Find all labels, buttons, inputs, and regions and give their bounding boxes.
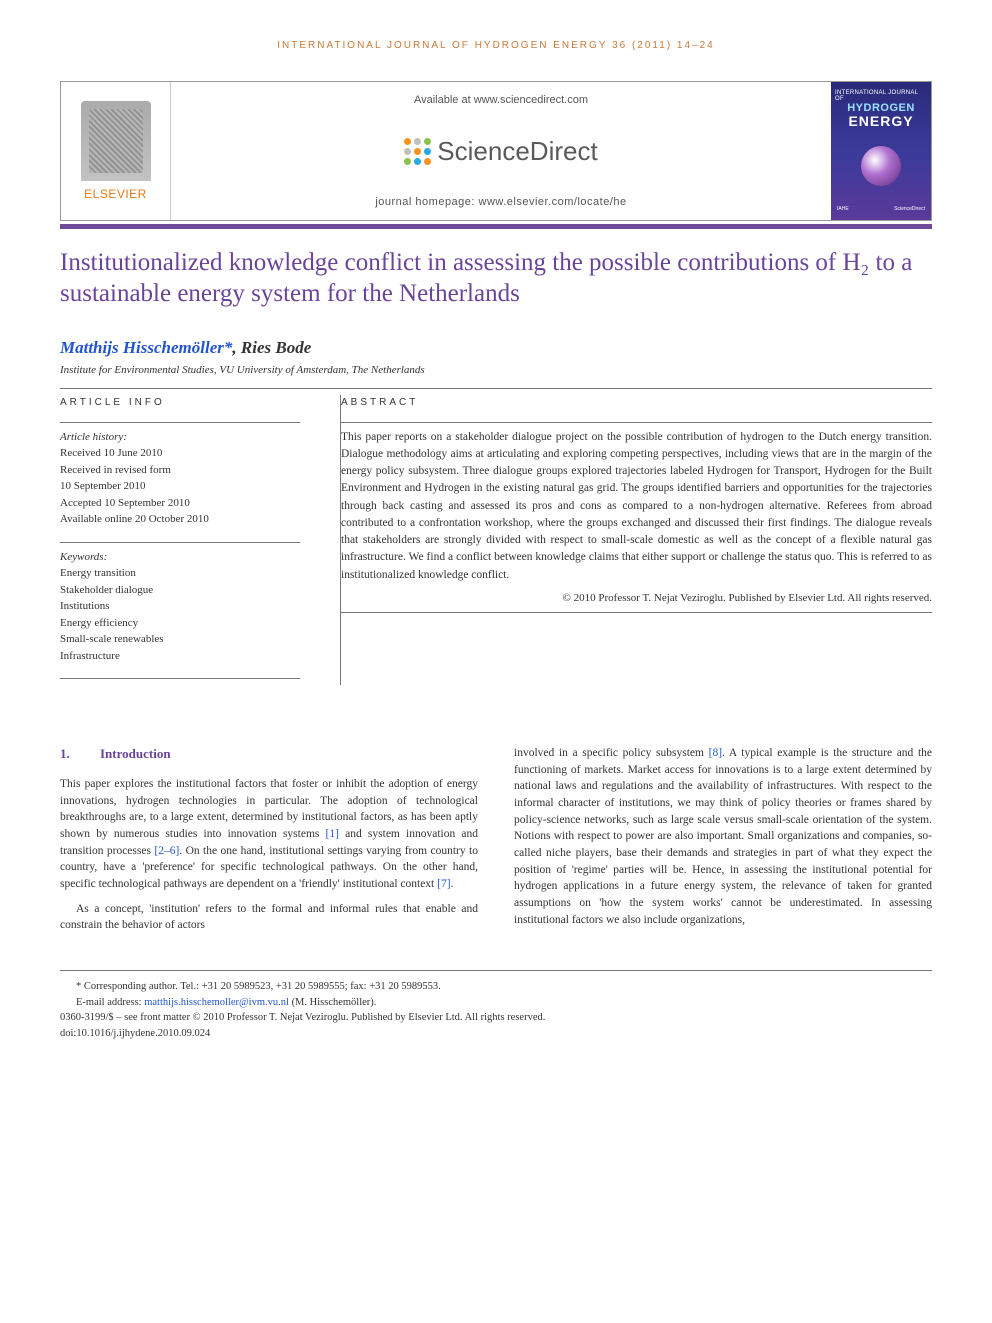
journal-cover-thumbnail[interactable]: INTERNATIONAL JOURNAL OF HYDROGEN ENERGY… xyxy=(831,82,931,220)
cover-line1: INTERNATIONAL JOURNAL OF xyxy=(835,90,927,102)
section-heading: 1.Introduction xyxy=(60,745,478,764)
email-link[interactable]: matthijs.hisschemoller@ivm.vu.nl xyxy=(144,997,289,1008)
divider xyxy=(341,612,932,613)
corresponding-author-detail: Tel.: +31 20 5989523, +31 20 5989555; fa… xyxy=(178,981,441,992)
sciencedirect-dots-icon xyxy=(404,138,431,165)
keyword: Institutions xyxy=(60,598,300,615)
history-line: Received 10 June 2010 xyxy=(60,445,300,462)
article-info-heading: ARTICLE INFO xyxy=(60,395,300,410)
keyword: Energy efficiency xyxy=(60,615,300,632)
keywords-block: Keywords: Energy transition Stakeholder … xyxy=(60,549,300,665)
keywords-label: Keywords: xyxy=(60,549,300,566)
author-2: Ries Bode xyxy=(241,338,311,357)
article-footer: * Corresponding author. Tel.: +31 20 598… xyxy=(60,970,932,1042)
body-columns: 1.Introduction This paper explores the i… xyxy=(60,745,932,942)
divider xyxy=(60,542,300,543)
ref-link[interactable]: [2–6] xyxy=(154,845,179,857)
color-bar xyxy=(60,224,932,229)
body-paragraph: As a concept, 'institution' refers to th… xyxy=(60,901,478,934)
body-paragraph: This paper explores the institutional fa… xyxy=(60,776,478,893)
journal-homepage-text: journal homepage: www.elsevier.com/locat… xyxy=(375,196,626,208)
cover-line3: ENERGY xyxy=(848,114,913,128)
divider xyxy=(60,388,932,389)
email-label: E-mail address: xyxy=(76,997,144,1008)
body-column-left: 1.Introduction This paper explores the i… xyxy=(60,745,478,942)
article-title: Institutionalized knowledge conflict in … xyxy=(60,247,932,310)
affiliation: Institute for Environmental Studies, VU … xyxy=(60,364,932,376)
authors-line: Matthijs Hisschemöller*, Ries Bode xyxy=(60,338,932,358)
email-paren: (M. Hisschemöller). xyxy=(289,997,376,1008)
section-number: 1. xyxy=(60,745,100,764)
ref-link[interactable]: [8] xyxy=(709,747,722,759)
article-history: Article history: Received 10 June 2010 R… xyxy=(60,429,300,528)
elsevier-label: ELSEVIER xyxy=(84,187,147,201)
sciencedirect-text: ScienceDirect xyxy=(437,136,597,167)
history-line: 10 September 2010 xyxy=(60,478,300,495)
history-label: Article history: xyxy=(60,429,300,446)
header-center: Available at www.sciencedirect.com Scien… xyxy=(171,82,831,220)
divider xyxy=(60,678,300,679)
abstract-copyright: © 2010 Professor T. Nejat Veziroglu. Pub… xyxy=(341,590,932,607)
running-header: INTERNATIONAL JOURNAL OF HYDROGEN ENERGY… xyxy=(60,40,932,51)
keyword: Stakeholder dialogue xyxy=(60,582,300,599)
corresponding-author-label: * Corresponding author. xyxy=(76,981,178,992)
body-paragraph: involved in a specific policy subsystem … xyxy=(514,745,932,928)
history-line: Received in revised form xyxy=(60,462,300,479)
elsevier-tree-icon xyxy=(81,101,151,181)
journal-header-box: ELSEVIER Available at www.sciencedirect.… xyxy=(60,81,932,221)
cover-orb-icon xyxy=(861,146,901,186)
divider xyxy=(341,422,932,423)
cover-footer: IAHE ScienceDirect xyxy=(835,206,927,212)
available-at-text: Available at www.sciencedirect.com xyxy=(414,94,588,106)
keyword: Energy transition xyxy=(60,565,300,582)
section-title: Introduction xyxy=(100,746,171,761)
author-1-link[interactable]: Matthijs Hisschemöller xyxy=(60,338,224,357)
divider xyxy=(60,422,300,423)
ref-link[interactable]: [7] xyxy=(437,878,450,890)
keyword: Infrastructure xyxy=(60,648,300,665)
elsevier-logo[interactable]: ELSEVIER xyxy=(61,82,171,220)
history-line: Accepted 10 September 2010 xyxy=(60,495,300,512)
abstract-heading: ABSTRACT xyxy=(341,395,932,410)
sciencedirect-logo[interactable]: ScienceDirect xyxy=(404,136,597,167)
article-info-block: ARTICLE INFO Article history: Received 1… xyxy=(60,395,300,686)
issn-line: 0360-3199/$ – see front matter © 2010 Pr… xyxy=(60,1010,932,1026)
abstract-text: This paper reports on a stakeholder dial… xyxy=(341,429,932,584)
abstract-block: ABSTRACT This paper reports on a stakeho… xyxy=(340,395,932,686)
body-column-right: involved in a specific policy subsystem … xyxy=(514,745,932,942)
doi-line: doi:10.1016/j.ijhydene.2010.09.024 xyxy=(60,1026,932,1042)
ref-link[interactable]: [1] xyxy=(326,828,339,840)
keyword: Small-scale renewables xyxy=(60,631,300,648)
history-line: Available online 20 October 2010 xyxy=(60,511,300,528)
